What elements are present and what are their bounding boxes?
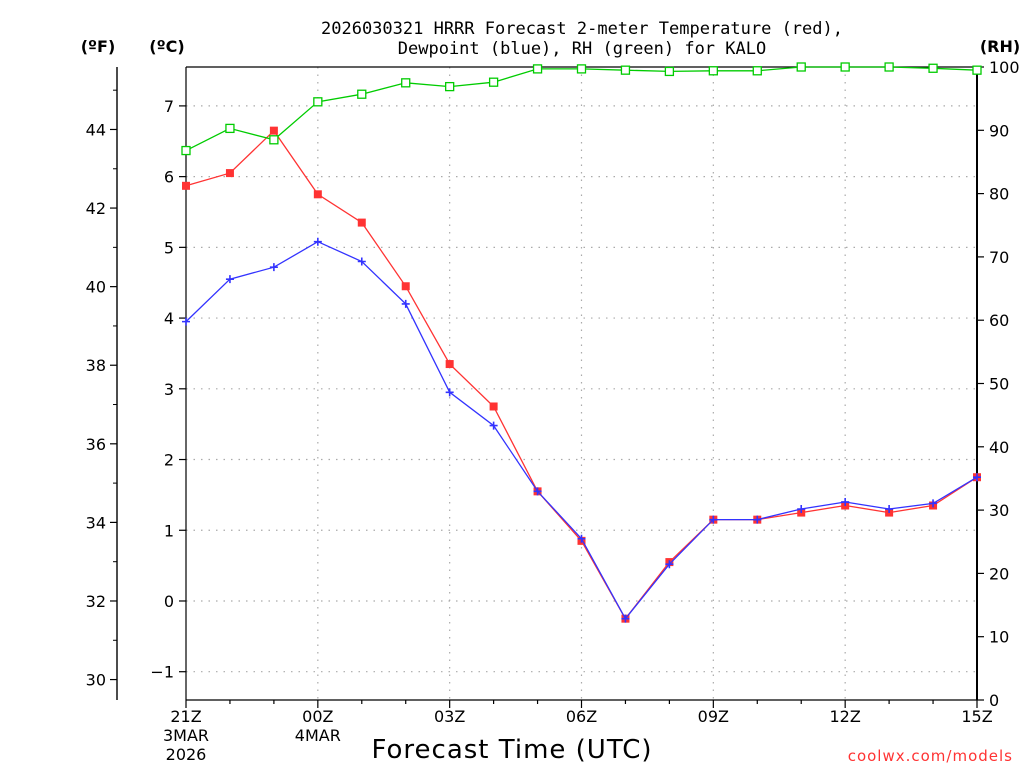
- rh-point: [225, 123, 235, 134]
- x-axis-title: Forecast Time (UTC): [371, 735, 652, 765]
- dewpoint-point: [225, 275, 234, 284]
- fahrenheit-axis: 30 32 34 36 38 40 42 44: [86, 67, 118, 700]
- chart-title-line2: Dewpoint (blue), RH (green) for KALO: [398, 39, 766, 59]
- time-tick-label: 00Z: [302, 707, 333, 726]
- fahrenheit-tick-label: 36: [86, 435, 106, 454]
- credit-text: coolwx.com/models: [848, 747, 1013, 765]
- dewpoint-point: [533, 487, 542, 496]
- dewpoint-point: [797, 505, 806, 514]
- rh-point: [313, 97, 323, 107]
- dewpoint-point: [269, 263, 278, 272]
- rh-point: [532, 64, 543, 74]
- time-tick-label: 06Z: [566, 707, 597, 726]
- year-label: 2026: [166, 745, 207, 764]
- temperature-point: [225, 169, 234, 178]
- dewpoint-point: [577, 534, 586, 543]
- rh-point: [884, 62, 894, 72]
- dewpoint-point: [885, 505, 894, 514]
- grid-lines: [186, 67, 977, 700]
- celsius-tick-label: 7: [164, 97, 174, 116]
- celsius-tick-label: 3: [164, 380, 174, 399]
- rh-point: [488, 77, 499, 87]
- rh-point: [840, 62, 850, 72]
- time-tick-label: 15Z: [961, 707, 992, 726]
- celsius-tick-label: 4: [164, 309, 174, 328]
- rh-point: [752, 66, 762, 76]
- rh-point: [620, 65, 631, 75]
- rh-tick-label: 80: [989, 185, 1009, 204]
- rh-point: [928, 63, 938, 73]
- time-tick-label: 09Z: [698, 707, 729, 726]
- rh-point: [269, 135, 279, 145]
- rh-point: [576, 64, 587, 74]
- time-tick-label: 12Z: [830, 707, 861, 726]
- rh-point: [401, 78, 411, 88]
- rh-axis: 0 10 20 30 40 50 60 70 80 90 100: [977, 58, 1020, 710]
- dewpoint-point: [621, 614, 630, 623]
- celsius-axis: −1 0 1 2 3 4 5 6 7: [150, 97, 186, 682]
- rh-tick-label: 40: [989, 438, 1009, 457]
- fahrenheit-tick-label: 40: [86, 278, 106, 297]
- dewpoint-point: [929, 499, 938, 508]
- rh-point: [972, 65, 982, 75]
- rh-tick-label: 30: [989, 501, 1009, 520]
- rh-tick-label: 70: [989, 248, 1009, 267]
- celsius-tick-label: 6: [164, 168, 174, 187]
- dewpoint-point: [357, 257, 366, 266]
- rh-point: [708, 66, 718, 76]
- celsius-tick-label: 5: [164, 238, 174, 257]
- rh-line: [185, 66, 978, 152]
- dewpoint-point: [182, 317, 190, 326]
- fahrenheit-tick-label: 42: [86, 199, 106, 218]
- dewpoint-point: [489, 421, 498, 430]
- temperature-point: [445, 360, 454, 369]
- date-label: 4MAR: [295, 726, 341, 745]
- rh-tick-label: 10: [989, 628, 1009, 647]
- dewpoint-point: [709, 515, 718, 524]
- temperature-point: [401, 282, 410, 291]
- fahrenheit-tick-label: 32: [86, 592, 106, 611]
- dewpoint-point: [445, 388, 454, 397]
- chart-title-line1: 2026030321 HRRR Forecast 2-meter Tempera…: [321, 19, 843, 39]
- dewpoint-point: [973, 473, 981, 482]
- rh-point: [181, 145, 191, 156]
- rh-unit-label: (RH): [980, 37, 1020, 56]
- rh-point: [664, 66, 675, 77]
- time-tick-label: 03Z: [434, 707, 465, 726]
- rh-tick-label: 60: [989, 311, 1009, 330]
- temperature-point: [269, 126, 278, 135]
- celsius-tick-label: 0: [164, 592, 174, 611]
- series-layer: [181, 62, 982, 623]
- fahrenheit-tick-label: 44: [86, 120, 106, 139]
- fahrenheit-tick-label: 34: [86, 513, 106, 532]
- fahrenheit-tick-label: 38: [86, 356, 106, 375]
- fahrenheit-tick-label: 30: [86, 671, 106, 690]
- rh-point: [445, 81, 455, 92]
- temperature-point: [489, 402, 498, 411]
- temperature-point: [313, 190, 322, 199]
- rh-point: [357, 89, 367, 99]
- time-tick-label: 21Z: [170, 707, 201, 726]
- dewpoint-point: [313, 237, 322, 246]
- rh-tick-label: 90: [989, 121, 1009, 140]
- rh-tick-label: 20: [989, 564, 1009, 583]
- celsius-tick-label: 1: [164, 521, 174, 540]
- rh-tick-label: 100: [989, 58, 1020, 77]
- date-label: 3MAR: [163, 726, 209, 745]
- celsius-tick-label: −1: [150, 663, 174, 682]
- rh-tick-label: 0: [989, 691, 999, 710]
- fahrenheit-unit-label: (ºF): [81, 37, 116, 56]
- dewpoint-point: [665, 560, 674, 569]
- temperature-point: [182, 181, 190, 190]
- rh-tick-label: 50: [989, 375, 1009, 394]
- temperature-point: [357, 218, 366, 227]
- rh-point: [796, 62, 806, 72]
- dewpoint-point: [401, 299, 410, 308]
- celsius-tick-label: 2: [164, 451, 174, 470]
- celsius-unit-label: (ºC): [149, 37, 184, 56]
- dewpoint-point: [753, 515, 762, 524]
- dewpoint-point: [841, 497, 850, 506]
